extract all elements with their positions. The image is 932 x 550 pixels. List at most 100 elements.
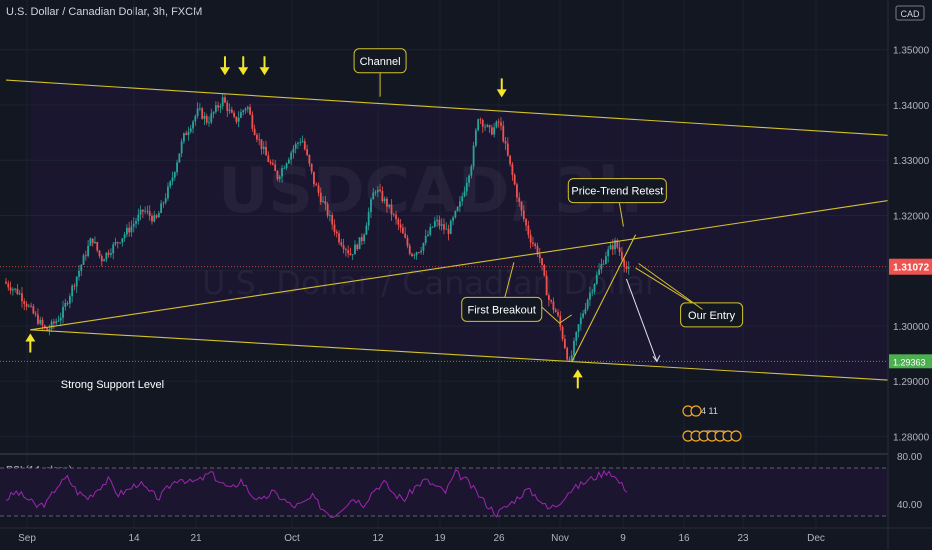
candle-body <box>139 209 142 215</box>
candle-body <box>16 288 19 295</box>
candle <box>468 174 470 187</box>
annotation[interactable]: Price-Trend Retest <box>567 178 667 227</box>
candle-body <box>73 285 76 287</box>
candle <box>167 182 169 201</box>
candle <box>370 197 372 218</box>
candle <box>511 161 514 181</box>
trendline[interactable] <box>5 79 888 136</box>
candle <box>518 192 521 207</box>
candle-body <box>486 125 489 127</box>
candle <box>618 241 621 257</box>
annotation-box <box>567 178 667 204</box>
candle <box>550 299 553 304</box>
candle <box>593 282 596 295</box>
candle-body <box>438 219 441 226</box>
candle <box>335 229 338 238</box>
candle-body <box>39 319 42 324</box>
candle-body <box>315 184 318 186</box>
candle-body <box>579 317 582 325</box>
candle-body <box>586 299 589 309</box>
trendline[interactable] <box>30 329 888 381</box>
candle-body <box>525 219 527 226</box>
candle-body <box>187 131 190 136</box>
candle <box>43 324 46 330</box>
candle <box>331 212 334 230</box>
annotation[interactable]: Strong Support Level <box>61 379 164 391</box>
candle <box>299 138 302 146</box>
event-marker-icon[interactable] <box>730 430 742 442</box>
economic-events[interactable]: 4 1117 5 36 3 <box>682 405 742 442</box>
candle <box>379 183 381 193</box>
candle-body <box>561 326 564 339</box>
candle-body <box>463 191 466 197</box>
trendline[interactable] <box>571 234 637 363</box>
rsi-tick-label: 40.00 <box>897 500 922 511</box>
candle-body <box>404 233 407 238</box>
price-axis[interactable] <box>888 0 932 550</box>
candle-body <box>623 259 626 267</box>
candle <box>319 187 322 205</box>
candle <box>285 162 288 171</box>
candle-body <box>522 210 525 220</box>
candle-body <box>82 255 85 265</box>
candle-body <box>607 249 610 257</box>
candle <box>532 237 534 247</box>
event-marker-icon[interactable] <box>690 405 702 417</box>
annotation[interactable]: First Breakout <box>461 262 543 322</box>
candle-body <box>390 204 393 215</box>
annotation[interactable]: Channel <box>353 48 407 97</box>
trendline[interactable] <box>30 199 888 331</box>
candle <box>32 303 35 315</box>
annotation[interactable]: Our Entry <box>635 267 744 328</box>
candle <box>399 219 402 233</box>
candle-body <box>452 217 454 221</box>
candle <box>509 155 512 167</box>
candle-body <box>319 192 322 203</box>
candle <box>579 312 582 331</box>
candle <box>9 281 12 295</box>
candle-body <box>358 237 361 250</box>
candle <box>477 118 480 132</box>
candle <box>440 218 443 231</box>
candle-body <box>80 264 83 271</box>
candle <box>201 106 204 120</box>
candle <box>121 237 124 247</box>
candle-body <box>48 328 51 332</box>
candle-body <box>171 177 174 182</box>
candle <box>372 187 375 200</box>
candle-body <box>185 133 188 136</box>
rsi-line <box>5 469 628 519</box>
candle <box>135 217 137 229</box>
candle <box>73 283 76 291</box>
candle-body <box>287 159 290 164</box>
candle-body <box>256 134 258 140</box>
candle-body <box>103 259 105 262</box>
candle-body <box>176 162 178 173</box>
candle-body <box>100 256 103 262</box>
candle-body <box>46 328 48 332</box>
candle <box>244 107 247 114</box>
candle-body <box>335 231 338 234</box>
candle-body <box>89 238 92 246</box>
candle-body <box>155 215 158 218</box>
wedge-line[interactable] <box>540 306 572 324</box>
candle-body <box>484 126 486 128</box>
candle <box>543 263 546 277</box>
currency-badge[interactable]: CAD <box>895 5 925 21</box>
candle <box>541 257 543 271</box>
candle <box>16 284 19 296</box>
candle <box>605 251 607 265</box>
candle <box>516 182 518 202</box>
candle-body <box>119 242 121 244</box>
candle <box>185 130 188 136</box>
candle <box>376 185 379 198</box>
candle-body <box>488 125 491 128</box>
candle-body <box>23 301 26 304</box>
candle-body <box>84 255 87 257</box>
candle-body <box>445 228 448 230</box>
candle-body <box>281 168 283 177</box>
candle-body <box>107 252 110 255</box>
candle <box>162 201 165 208</box>
candle-body <box>550 299 553 302</box>
